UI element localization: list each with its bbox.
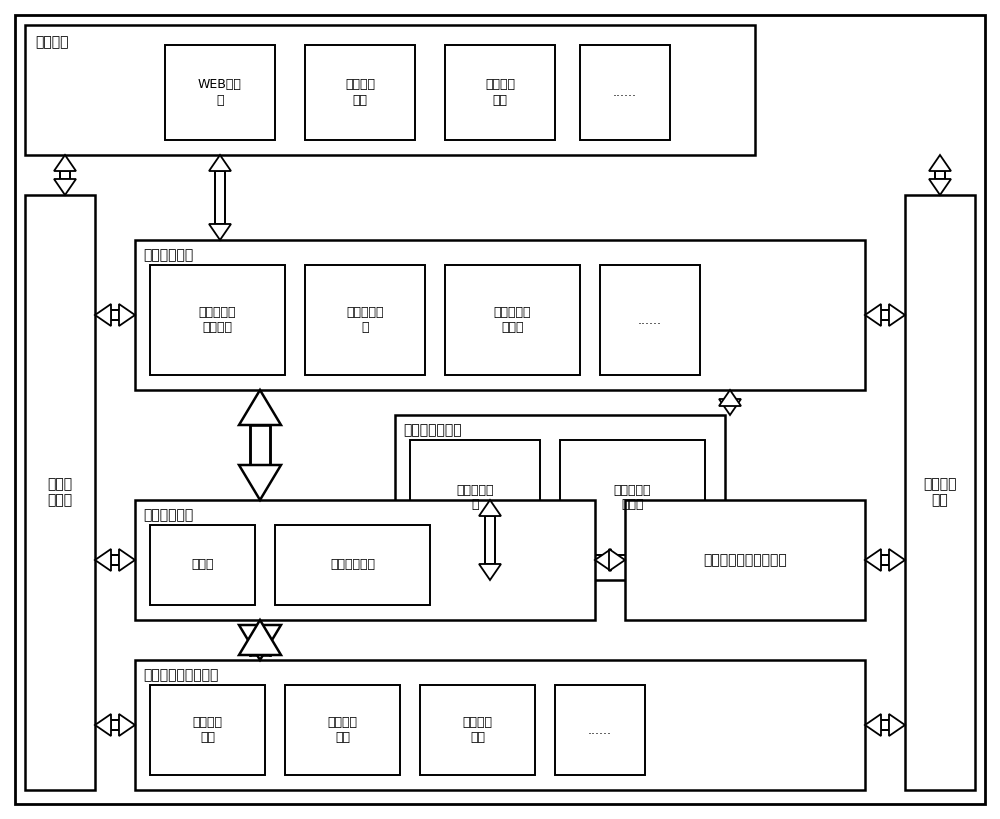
Text: 数据处理
服务: 数据处理 服务 — [462, 716, 492, 744]
Bar — [881, 555, 889, 565]
Polygon shape — [889, 549, 905, 571]
Polygon shape — [119, 304, 135, 326]
Bar — [555, 685, 645, 775]
Text: WEB浏览
器: WEB浏览 器 — [198, 79, 242, 106]
Polygon shape — [865, 714, 881, 736]
Polygon shape — [239, 625, 281, 660]
Bar — [60, 171, 70, 179]
Bar — [935, 171, 945, 179]
Polygon shape — [479, 564, 501, 580]
Bar — [275, 525, 430, 605]
Bar — [305, 45, 415, 140]
Bar — [135, 240, 865, 390]
Text: 业务流程模块: 业务流程模块 — [143, 248, 193, 262]
Bar — [111, 310, 119, 320]
Text: 展现贅块: 展现贅块 — [35, 35, 68, 49]
Text: 系统支
持模块: 系统支 持模块 — [47, 477, 73, 508]
Polygon shape — [209, 224, 231, 240]
Text: 定制化管理模块: 定制化管理模块 — [403, 423, 462, 437]
Text: 流程联动管
理模块: 流程联动管 理模块 — [494, 306, 531, 334]
Text: 系统集成
框架: 系统集成 框架 — [923, 477, 957, 508]
Text: 第三方应用服务库模块: 第三方应用服务库模块 — [703, 553, 787, 567]
Polygon shape — [95, 549, 111, 571]
Polygon shape — [239, 465, 281, 500]
Bar — [135, 500, 595, 620]
Polygon shape — [54, 179, 76, 195]
Text: 数据采集和交互模块: 数据采集和交互模块 — [143, 668, 218, 682]
Polygon shape — [929, 179, 951, 195]
Bar — [905, 195, 975, 790]
Polygon shape — [865, 549, 881, 571]
Bar — [445, 45, 555, 140]
Bar — [165, 45, 275, 140]
Text: 流程管理功
能: 流程管理功 能 — [346, 306, 384, 334]
Bar — [250, 425, 270, 465]
Bar — [410, 440, 540, 555]
Bar — [111, 720, 119, 730]
Bar — [881, 720, 889, 730]
Bar — [395, 415, 725, 580]
Polygon shape — [119, 714, 135, 736]
Bar — [725, 399, 735, 406]
Text: ......: ...... — [613, 86, 637, 99]
Bar — [215, 171, 225, 224]
Polygon shape — [719, 399, 741, 415]
Bar — [560, 440, 705, 555]
Bar — [25, 25, 755, 155]
Bar — [285, 685, 400, 775]
Bar — [600, 265, 700, 375]
Text: 人机交互
服务: 人机交互 服务 — [328, 716, 358, 744]
Bar — [485, 516, 495, 564]
Text: 订单适配服
务: 订单适配服 务 — [456, 483, 494, 512]
Bar — [625, 500, 865, 620]
Text: 图形用户
界面: 图形用户 界面 — [345, 79, 375, 106]
Polygon shape — [209, 155, 231, 171]
Polygon shape — [889, 304, 905, 326]
Polygon shape — [119, 549, 135, 571]
Bar — [135, 660, 865, 790]
Text: 无线访问
界面: 无线访问 界面 — [485, 79, 515, 106]
Bar — [150, 685, 265, 775]
Bar — [420, 685, 535, 775]
Text: ......: ...... — [638, 314, 662, 327]
Text: 功能服务模块: 功能服务模块 — [143, 508, 193, 522]
Polygon shape — [609, 549, 625, 571]
Text: 嵌板库: 嵌板库 — [191, 559, 214, 572]
Text: 配套功能服务: 配套功能服务 — [330, 559, 375, 572]
Bar — [250, 625, 270, 655]
Polygon shape — [889, 714, 905, 736]
Text: ......: ...... — [588, 723, 612, 736]
Polygon shape — [95, 304, 111, 326]
Bar — [111, 555, 119, 565]
Bar — [150, 265, 285, 375]
Text: 数据采集
服务: 数据采集 服务 — [192, 716, 222, 744]
Polygon shape — [929, 155, 951, 171]
Text: 流程可视化
管理模块: 流程可视化 管理模块 — [199, 306, 236, 334]
Polygon shape — [95, 714, 111, 736]
Polygon shape — [54, 155, 76, 171]
Bar — [150, 525, 255, 605]
Bar — [609, 555, 611, 565]
Polygon shape — [239, 620, 281, 655]
Bar — [580, 45, 670, 140]
Bar — [881, 310, 889, 320]
Polygon shape — [595, 549, 611, 571]
Bar — [305, 265, 425, 375]
Bar — [25, 195, 95, 790]
Polygon shape — [239, 390, 281, 425]
Polygon shape — [865, 304, 881, 326]
Text: 接口链接管
理模块: 接口链接管 理模块 — [614, 483, 651, 512]
Polygon shape — [479, 500, 501, 516]
Bar — [445, 265, 580, 375]
Polygon shape — [719, 390, 741, 406]
